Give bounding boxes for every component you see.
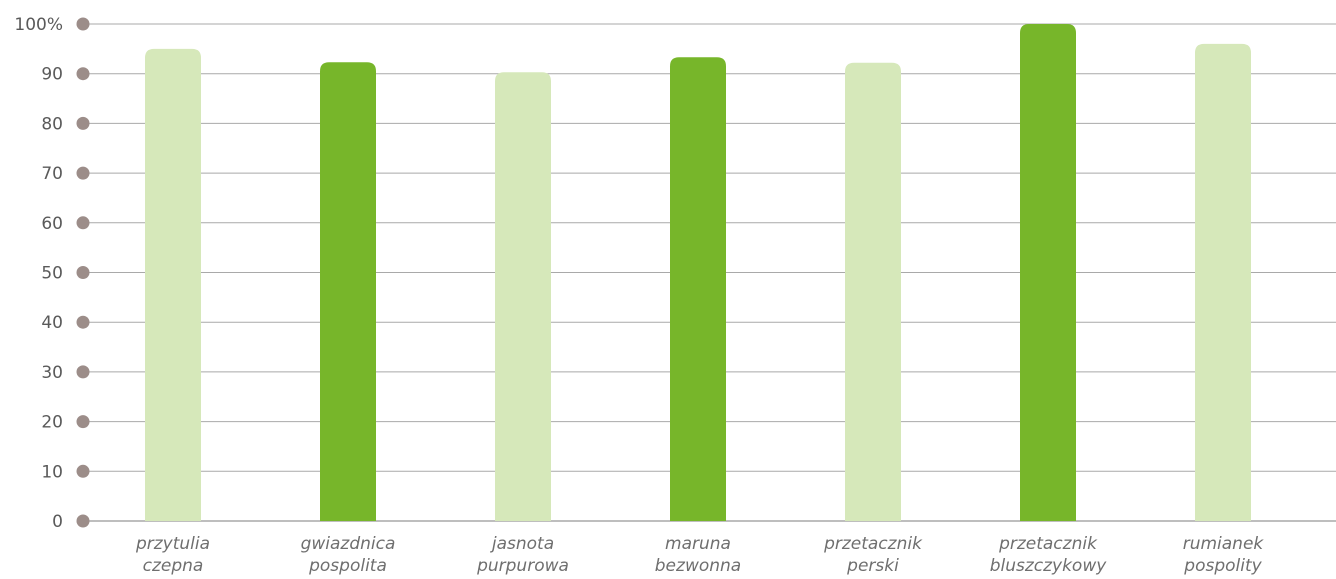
category-label-5-line-2: perski xyxy=(846,556,899,576)
category-label-5-line-1: przetacznik xyxy=(823,534,923,554)
y-tick-marker-40 xyxy=(76,315,90,329)
bar-1[interactable] xyxy=(145,48,201,521)
y-tick-marker-30 xyxy=(76,365,90,379)
category-label-6-line-2: bluszczykowy xyxy=(990,556,1108,576)
y-tick-marker-0 xyxy=(76,514,90,528)
category-label-2-line-1: gwiazdnica xyxy=(301,534,396,554)
category-label-7-line-1: rumianek xyxy=(1183,534,1265,554)
y-tick-marker-70 xyxy=(76,166,90,180)
y-tick-marker-100 xyxy=(76,17,90,31)
y-tick-label-50: 50 xyxy=(41,264,63,284)
category-label-6-line-1: przetacznik xyxy=(998,534,1098,554)
bar-3[interactable] xyxy=(495,72,551,522)
y-tick-label-70: 70 xyxy=(41,164,63,184)
y-tick-label-10: 10 xyxy=(41,462,63,482)
y-tick-marker-90 xyxy=(76,67,90,81)
y-tick-marker-20 xyxy=(76,415,90,429)
bar-6[interactable] xyxy=(1020,24,1076,521)
y-tick-label-100: 100% xyxy=(14,15,63,35)
category-label-1-line-1: przytulia xyxy=(135,534,210,554)
y-axis: 0 10 20 30 40 50 60 70 80 90 100% xyxy=(14,15,90,532)
category-label-3-line-1: jasnota xyxy=(490,534,554,554)
y-tick-marker-80 xyxy=(76,116,90,130)
y-tick-marker-10 xyxy=(76,464,90,478)
y-tick-label-80: 80 xyxy=(41,114,63,134)
bar-4[interactable] xyxy=(670,57,726,521)
bars xyxy=(145,24,1251,522)
bar-7[interactable] xyxy=(1195,43,1251,521)
bar-2[interactable] xyxy=(320,62,376,521)
y-tick-label-30: 30 xyxy=(41,363,63,383)
category-label-1-line-2: czepna xyxy=(143,556,204,576)
category-label-7-line-2: pospolity xyxy=(1183,556,1262,576)
y-tick-label-20: 20 xyxy=(41,413,63,433)
bar-5[interactable] xyxy=(845,62,901,522)
y-tick-marker-50 xyxy=(76,266,90,279)
category-label-4-line-2: bezwonna xyxy=(655,556,741,576)
category-label-3-line-2: purpurowa xyxy=(476,556,569,576)
y-tick-marker-60 xyxy=(76,216,90,230)
y-tick-label-60: 60 xyxy=(41,214,63,234)
y-tick-label-40: 40 xyxy=(41,313,63,333)
y-tick-label-90: 90 xyxy=(41,65,63,85)
y-tick-label-0: 0 xyxy=(52,512,63,532)
category-label-2-line-2: pospolita xyxy=(308,556,387,576)
category-label-4-line-1: maruna xyxy=(665,534,731,554)
